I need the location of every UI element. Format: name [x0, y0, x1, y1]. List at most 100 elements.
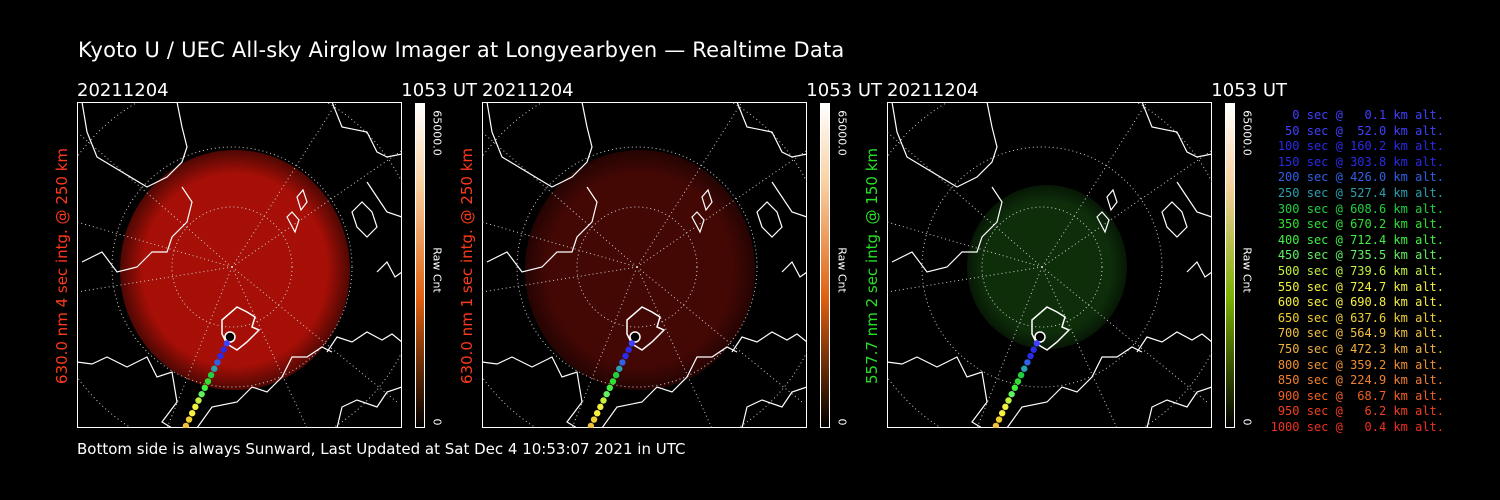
coastline	[1096, 211, 1110, 234]
trajectory-point	[192, 403, 199, 411]
trajectory-point	[217, 352, 224, 360]
panel-1-colorbar	[415, 103, 425, 428]
trajectory-point	[198, 390, 205, 398]
trajectory-point	[992, 422, 1000, 428]
panel-2-cbar-min: 0	[835, 418, 849, 426]
coastline	[331, 102, 402, 158]
coastline	[887, 356, 988, 428]
coastline	[336, 386, 402, 428]
coastline	[1106, 188, 1118, 212]
coastline	[741, 386, 807, 428]
trajectory-point	[1033, 340, 1041, 347]
coastline	[1146, 386, 1212, 428]
trajectory-point	[224, 331, 236, 343]
trajectory-point	[597, 403, 604, 411]
coastline	[1176, 181, 1212, 218]
footer-status: Bottom side is always Sunward, Last Upda…	[77, 440, 686, 458]
longitude-gridline	[482, 221, 638, 268]
coastline	[486, 186, 598, 273]
legend-row: 400 sec @ 712.4 km alt.	[1277, 232, 1444, 247]
panel-2-date: 20211204	[482, 80, 574, 101]
coastline	[81, 102, 188, 188]
trajectory-point	[211, 365, 218, 372]
longitude-gridline	[1041, 149, 1212, 268]
trajectory-point	[995, 416, 1003, 423]
trajectory-point	[1034, 331, 1046, 343]
latitude-gridline	[921, 146, 1163, 388]
legend-row: 550 sec @ 724.7 km alt.	[1277, 279, 1444, 294]
trajectory-point	[600, 397, 607, 404]
altitude-time-legend: 0 sec @ 0.1 km alt. 50 sec @ 52.0 km alt.…	[1262, 108, 1444, 435]
trajectory-point	[619, 359, 626, 366]
panel-1-ylabel: 630.0 nm 4 sec intg. @ 250 km	[52, 103, 72, 428]
legend-row: 150 sec @ 303.8 km alt.	[1277, 154, 1444, 169]
trajectory-point	[195, 397, 202, 404]
panel-3-date: 20211204	[887, 80, 979, 101]
legend-row: 600 sec @ 690.8 km alt.	[1277, 295, 1444, 310]
panel-3-colorbar	[1225, 103, 1235, 428]
trajectory-point	[1014, 378, 1022, 385]
legend-row: 1000 sec @ 0.4 km alt.	[1270, 419, 1444, 434]
trajectory-point	[1030, 346, 1037, 353]
trajectory-point	[1002, 403, 1009, 411]
panel-1-cbar-max: 65000.0	[430, 110, 444, 156]
coastline	[756, 201, 783, 238]
legend-row: 200 sec @ 426.0 km alt.	[1277, 170, 1444, 185]
panel-1: 20211204 1053 UT	[77, 80, 477, 430]
legend-row: 700 sec @ 564.9 km alt.	[1277, 326, 1444, 341]
longitude-gridline	[636, 149, 807, 268]
trajectory-point	[616, 365, 623, 372]
trajectory-point	[629, 331, 641, 343]
panel-2-allsky-map	[482, 102, 807, 428]
legend-row: 650 sec @ 637.6 km alt.	[1277, 310, 1444, 325]
trajectory-point	[1024, 359, 1031, 366]
panel-1-ylabel-text: 630.0 nm 4 sec intg. @ 250 km	[53, 147, 71, 384]
panel-3-allsky-map	[887, 102, 1212, 428]
coastline	[701, 188, 713, 212]
trajectory-point	[223, 340, 231, 347]
panel-2: 20211204 1053 UT	[482, 80, 882, 430]
trajectory-point	[1008, 390, 1015, 398]
legend-row: 800 sec @ 359.2 km alt.	[1277, 357, 1444, 372]
panel-1-date: 20211204	[77, 80, 169, 101]
trajectory-point	[214, 359, 221, 366]
legend-row: 50 sec @ 52.0 km alt.	[1285, 123, 1444, 138]
coastline	[77, 356, 178, 428]
legend-row: 450 sec @ 735.5 km alt.	[1277, 248, 1444, 263]
coastline	[286, 211, 300, 234]
longitude-gridline	[77, 221, 233, 268]
trajectory-point	[1011, 384, 1018, 391]
panel-3-cbar-max: 65000.0	[1240, 110, 1254, 156]
latitude-gridline	[576, 206, 698, 328]
trajectory-point	[204, 378, 212, 385]
coastline	[196, 346, 333, 428]
coastline	[1141, 102, 1212, 158]
legend-row: 300 sec @ 608.6 km alt.	[1277, 201, 1444, 216]
coastline	[891, 102, 998, 188]
longitude-gridline	[231, 149, 402, 268]
legend-row: 250 sec @ 527.4 km alt.	[1277, 185, 1444, 200]
legend-row: 850 sec @ 224.9 km alt.	[1277, 373, 1444, 388]
panel-1-allsky-map	[77, 102, 402, 428]
longitude-gridline	[1041, 266, 1118, 428]
coastline	[81, 186, 193, 273]
panel-3-cbar-min: 0	[1240, 418, 1254, 426]
coastline	[296, 188, 308, 212]
coastline	[482, 356, 583, 428]
coastline	[1161, 201, 1188, 238]
longitude-gridline	[166, 266, 233, 428]
trajectory-point	[220, 346, 227, 353]
trajectory-point	[603, 390, 610, 398]
trajectory-point	[189, 410, 196, 417]
trajectory-point	[1005, 397, 1012, 404]
trajectory-point	[999, 410, 1006, 417]
coastline	[781, 261, 807, 278]
trajectory-point	[587, 422, 595, 428]
coastline	[691, 211, 705, 234]
panel-3-ylabel: 557.7 nm 2 sec intg. @ 150 km	[862, 103, 882, 428]
panel-2-ylabel-text: 630.0 nm 1 sec intg. @ 250 km	[458, 147, 476, 384]
longitude-gridline	[976, 266, 1043, 428]
panel-1-cbar-min: 0	[430, 418, 444, 426]
panel-2-time: 1053 UT	[806, 80, 882, 101]
longitude-gridline	[636, 266, 713, 428]
